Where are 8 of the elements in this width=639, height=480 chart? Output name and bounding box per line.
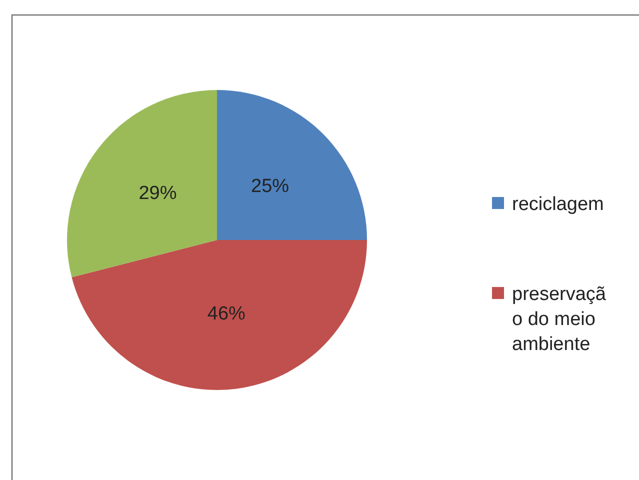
- pie-slice: [217, 90, 367, 240]
- pie-slice: [72, 240, 367, 390]
- legend-label: preservação do meio ambiente: [512, 284, 606, 355]
- data-label: 25%: [251, 176, 290, 197]
- data-label: 29%: [138, 183, 177, 204]
- data-label: 46%: [207, 303, 246, 324]
- pie-slice: [67, 90, 217, 278]
- legend-label: reciclagem: [512, 194, 604, 215]
